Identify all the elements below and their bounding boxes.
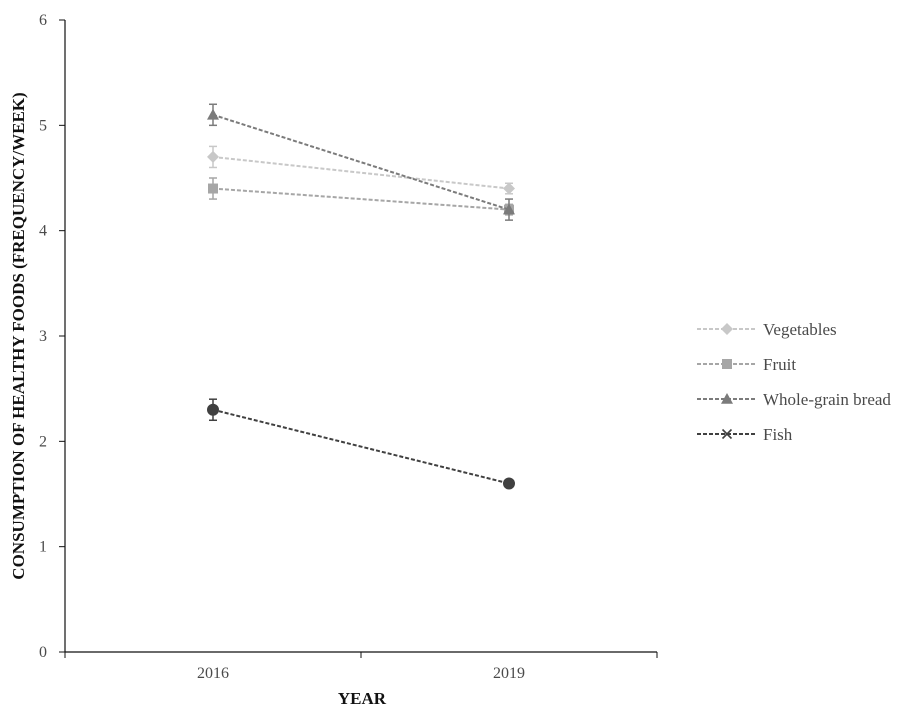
x-axis-title: YEAR [338, 689, 387, 708]
series-line [212, 408, 510, 485]
legend-entry: Fruit [697, 355, 796, 374]
data-point [207, 403, 219, 416]
series-line [212, 187, 510, 211]
data-point [503, 477, 515, 490]
legend-label: Fish [763, 425, 793, 444]
y-axis-title: CONSUMPTION OF HEALTHY FOODS (FREQUENCY/… [9, 92, 28, 579]
series-line [212, 155, 510, 190]
data-point [207, 108, 219, 120]
x-tick-label: 2019 [493, 665, 525, 682]
legend-label: Vegetables [763, 320, 837, 339]
y-tick-label: 3 [39, 328, 47, 345]
y-tick-label: 5 [39, 117, 47, 134]
data-point [503, 203, 515, 215]
y-tick-label: 1 [39, 539, 47, 556]
legend-label: Fruit [763, 355, 796, 374]
legend-marker [722, 359, 732, 369]
series-vegetables [207, 145, 515, 195]
x-tick-label: 2016 [197, 665, 229, 682]
legend-marker [721, 393, 733, 404]
legend-entry: Whole-grain bread [697, 390, 891, 409]
series-whole-grain-bread [207, 103, 515, 221]
legend-label: Whole-grain bread [763, 390, 891, 409]
data-point [207, 150, 219, 163]
legend-marker [721, 428, 733, 440]
axes [64, 20, 657, 653]
legend-marker [721, 323, 733, 335]
legend: Vegetables Fruit Whole-grain bread Fish [697, 320, 891, 444]
series-fish [207, 398, 515, 490]
axis-ticks: 0 1 2 3 4 5 6 2016 2019 [39, 12, 658, 682]
y-tick-label: 6 [39, 12, 47, 29]
data-point [503, 182, 515, 195]
series-line [212, 113, 510, 211]
data-point [208, 183, 218, 194]
y-tick-label: 4 [39, 223, 47, 240]
series-group [207, 103, 515, 490]
legend-entry: Fish [697, 425, 793, 444]
y-tick-label: 2 [39, 433, 47, 450]
legend-entry: Vegetables [697, 320, 837, 339]
y-tick-label: 0 [39, 644, 47, 661]
